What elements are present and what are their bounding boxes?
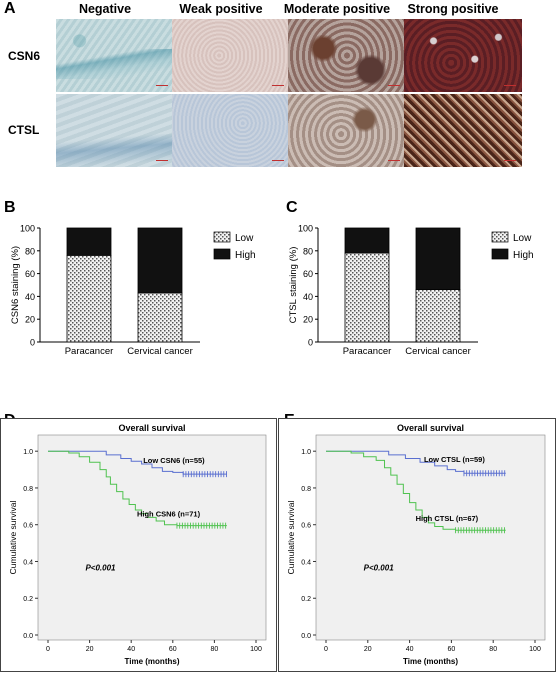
series-label: Low CSN6 (n=55) [143,456,205,465]
x-axis-label: Time (months) [125,657,180,666]
y-tick-label: 60 [25,269,35,279]
y-tick-label: 0.6 [23,523,33,530]
micrograph-csn6-moderate [288,19,406,92]
bar-low [415,289,461,343]
panel-a-letter: A [4,0,16,17]
legend-label: High [513,250,534,261]
column-header-weak-positive: Weak positive [179,2,263,16]
bar-high [137,227,183,294]
y-tick-label: 60 [303,269,313,279]
x-tick-label: 40 [127,646,135,653]
plot-area [37,434,267,641]
micrograph-ctsl-negative [56,94,174,167]
x-tick-label: 80 [211,646,219,653]
bar-low [137,292,183,343]
x-tick-label: 60 [448,646,456,653]
legend-label: Low [513,233,532,244]
survival-chart-ctsl: Overall survival 0.0 0.2 0.4 0.6 0.8 1.0 0 20 40 6… [278,418,556,672]
row-label-ctsl: CTSL [8,123,40,137]
chart-title: Overall survival [397,423,464,433]
x-tick-label: 100 [250,646,262,653]
legend-label: High [235,250,256,261]
y-axis-label: CSN6 staining (%) [10,246,21,324]
series-label: High CSN6 (n=71) [137,510,201,519]
series-label: High CTSL (n=67) [416,514,479,523]
p-value-annotation: P<0.001 [85,564,116,573]
category-label: Paracancer [65,346,114,357]
x-tick-label: 20 [86,646,94,653]
y-tick-label: 0.2 [23,596,33,603]
legend-swatch [491,231,509,243]
category-label: Cervical cancer [405,346,470,357]
y-axis-label: Cumulative survival [286,501,296,575]
plot-area [315,434,546,641]
micrograph-ctsl-moderate [288,94,406,167]
legend-swatch [491,248,509,260]
row-label-csn6: CSN6 [8,49,41,63]
y-tick-label: 0.6 [301,523,311,530]
panel-c-letter: C [286,199,298,216]
x-tick-label: 80 [489,646,497,653]
bar-chart-ctsl: 0 20 40 60 80 100 CTSL staining (%) Paracancer C… [288,224,534,358]
x-tick-label: 40 [406,646,414,653]
y-tick-label: 40 [25,292,35,302]
micrograph-csn6-negative [56,19,174,92]
category-label: Cervical cancer [127,346,192,357]
y-axis-label: CTSL staining (%) [288,247,299,324]
column-header-negative: Negative [78,2,132,16]
series-label: Low CTSL (n=59) [424,455,485,464]
y-tick-label: 20 [303,315,313,325]
micrograph-ctsl-strong [404,94,522,167]
x-tick-label: 60 [169,646,177,653]
y-tick-label: 0 [30,338,35,348]
y-tick-label: 0.0 [301,633,311,640]
legend-swatch [213,231,231,243]
column-header-strong-positive: Strong positive [407,2,499,16]
y-tick-label: 0.4 [23,559,33,566]
panel-b-letter: B [4,199,16,216]
y-tick-label: 20 [25,315,35,325]
bar-high [415,227,461,290]
y-tick-label: 0.2 [301,596,311,603]
bar-low [66,254,112,343]
micrograph-ctsl-weak [172,94,290,167]
category-label: Paracancer [343,346,392,357]
x-axis-label: Time (months) [403,657,458,666]
y-tick-label: 100 [298,224,313,234]
y-tick-label: 100 [20,224,35,234]
y-tick-label: 0.4 [301,559,311,566]
bar-low [344,252,390,343]
survival-curve [48,450,227,475]
micrograph-csn6-weak [172,19,290,92]
bar-high [344,227,390,254]
y-tick-label: 0.8 [23,486,33,493]
x-tick-label: 0 [324,646,328,653]
bar-chart-csn6: 0 20 40 60 80 100 CSN6 staining (%) Paracancer C… [10,224,256,358]
chart-title: Overall survival [118,423,185,433]
y-axis-label: Cumulative survival [8,501,18,575]
y-tick-label: 0.0 [23,633,33,640]
y-tick-label: 1.0 [23,449,33,456]
survival-curve [326,450,506,474]
survival-curve [326,450,506,531]
bar-high [66,227,112,256]
y-tick-label: 0 [308,338,313,348]
survival-curve [48,450,227,527]
y-tick-label: 1.0 [301,449,311,456]
x-tick-label: 0 [46,646,50,653]
p-value-annotation: P<0.001 [364,564,395,573]
column-header-moderate-positive: Moderate positive [283,2,391,16]
legend-label: Low [235,233,254,244]
survival-chart-csn6: Overall survival 0.0 0.2 0.4 0.6 0.8 1.0 0 20 40 6… [0,418,277,672]
y-tick-label: 80 [25,246,35,256]
legend-swatch [213,248,231,260]
micrograph-csn6-strong [404,19,522,92]
y-tick-label: 80 [303,246,313,256]
x-tick-label: 20 [364,646,372,653]
y-tick-label: 0.8 [301,486,311,493]
x-tick-label: 100 [529,646,541,653]
y-tick-label: 40 [303,292,313,302]
